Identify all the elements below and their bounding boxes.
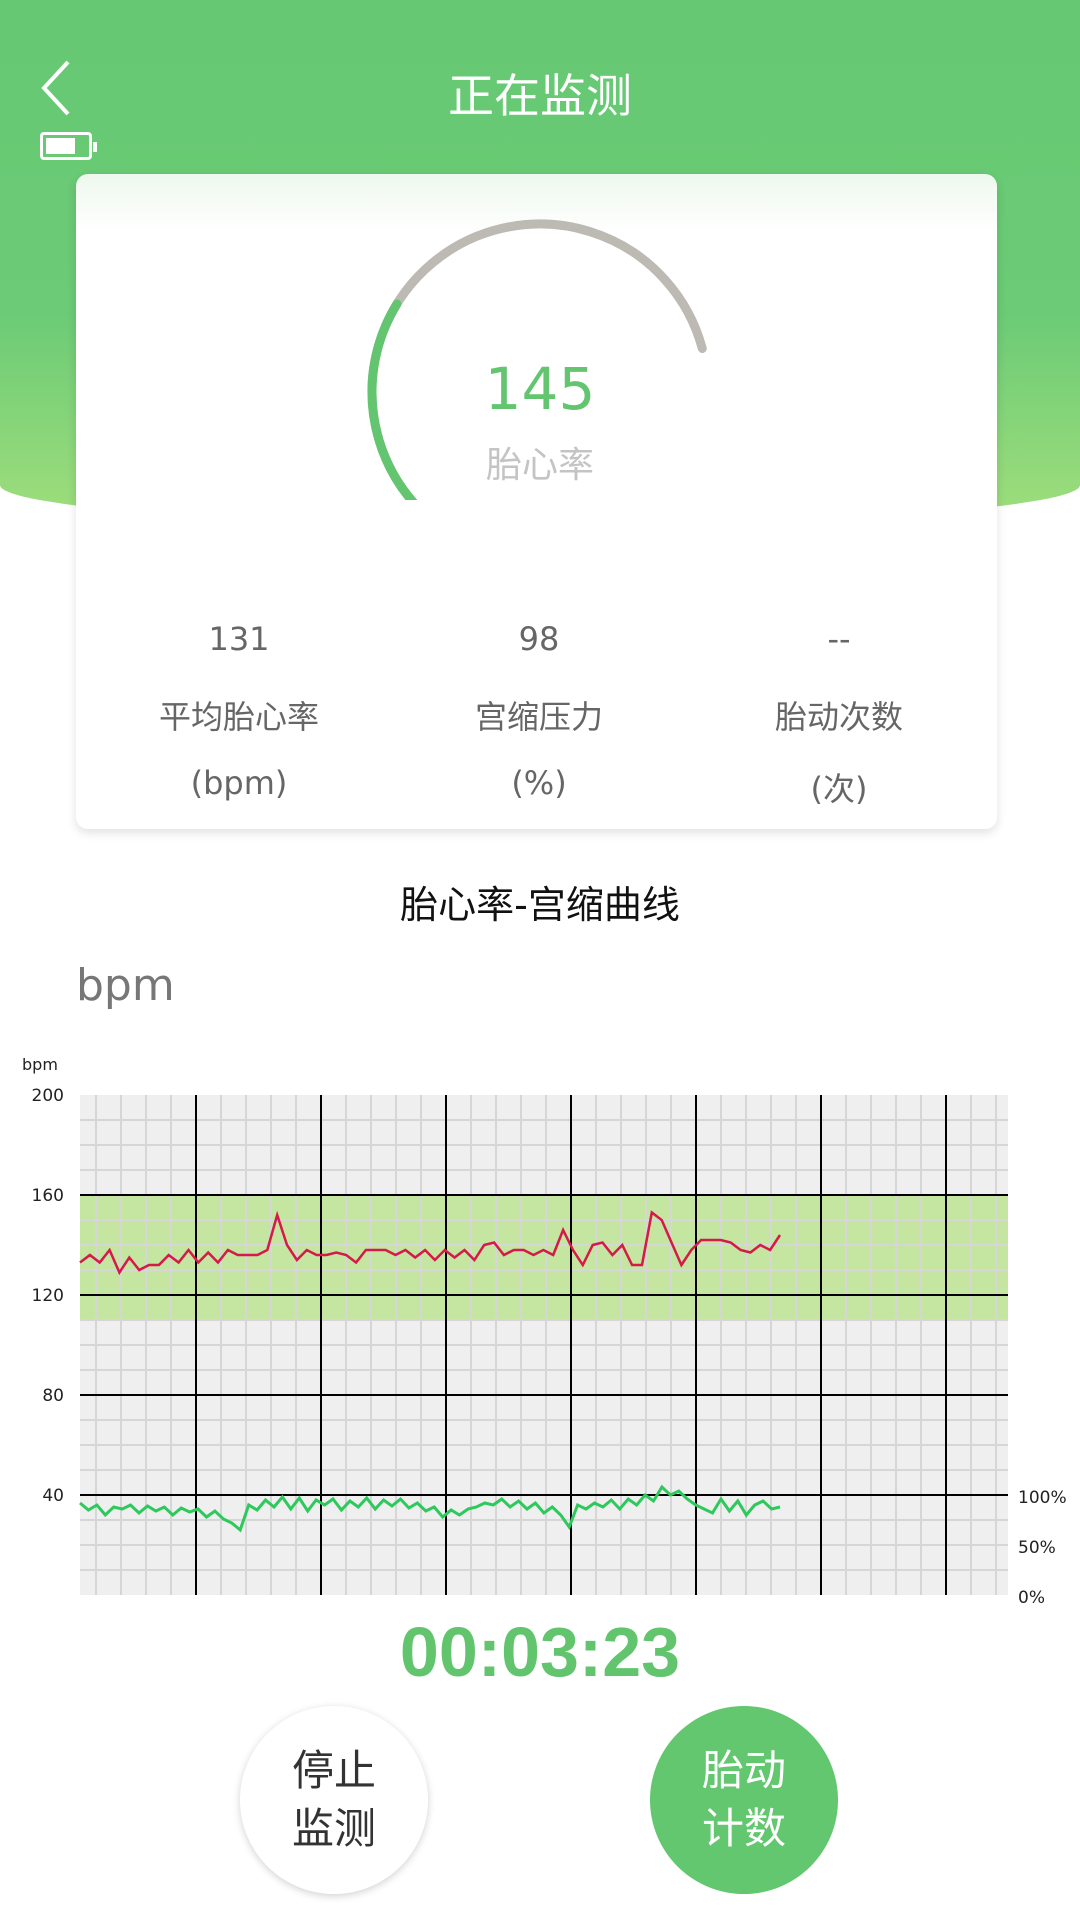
stat-label: 宫缩压力 [474,698,603,736]
normal-range-band [80,1195,1008,1320]
heart-rate-value: 145 [484,355,596,423]
stat-value: 131 [208,620,270,658]
toco-series-line [79,1484,781,1533]
section-title: 胎心率-宫缩曲线 [400,883,680,927]
y-axis-label: bpm [22,1055,58,1074]
fhr-series-line [79,1210,782,1276]
y-tick-label: 160 [32,1186,64,1206]
stat-label: 胎动次数 [774,698,903,736]
y-right-tick-label: 50% [1018,1538,1056,1558]
fhr-toco-chart: bpm 200 160 120 80 40 100% 50% 0% [22,1055,1067,1608]
y-right-tick-label: 100% [1018,1488,1067,1508]
monitor-card [76,174,997,829]
stat-value: -- [827,620,851,658]
page-title: 正在监测 [448,69,632,123]
y-tick-label: 120 [32,1286,64,1306]
stat-value: 98 [518,620,560,658]
button-label: 停止 [291,1746,376,1795]
elapsed-timer: 00:03:23 [399,1613,681,1691]
battery-icon [40,132,97,160]
y-tick-label: 80 [42,1386,64,1406]
gauge-fill [367,299,418,500]
button-label: 计数 [701,1804,786,1853]
stat-unit: (次) [810,770,868,808]
heart-rate-gauge [367,219,707,500]
y-right-tick-label: 0% [1018,1588,1045,1608]
button-label: 监测 [291,1804,376,1853]
stat-unit: (%) [511,764,567,802]
stat-label: 平均胎心率 [158,698,319,736]
button-label: 胎动 [701,1746,786,1795]
y-tick-label: 200 [32,1086,64,1106]
fetal-movement-count-button[interactable]: 胎动 计数 [650,1706,838,1894]
unit-label: bpm [76,960,175,1011]
stat-unit: (bpm) [190,764,288,802]
back-chevron-left-icon[interactable] [38,58,78,118]
heart-rate-label: 胎心率 [485,445,594,486]
y-tick-label: 40 [42,1486,64,1506]
stop-monitoring-button[interactable]: 停止 监测 [240,1706,428,1894]
